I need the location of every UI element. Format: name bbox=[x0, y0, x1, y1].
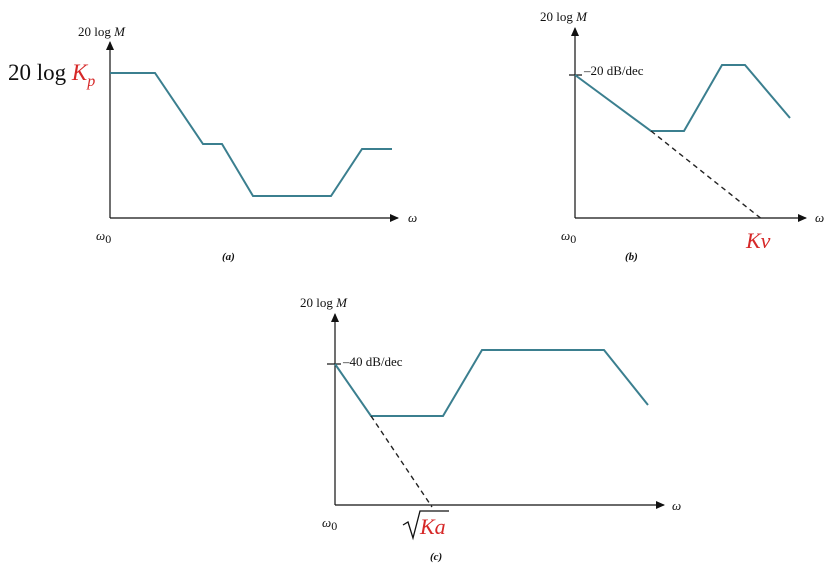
kp-level-label: 20 log Kp bbox=[8, 60, 95, 90]
y-axis-label-c: 20 log M bbox=[300, 295, 348, 310]
origin-label-a: ω0 bbox=[96, 228, 111, 246]
ka-intercept-label: Ka bbox=[402, 510, 449, 541]
asymptote-extension-c bbox=[370, 415, 433, 508]
slope-label-b: –20 dB/dec bbox=[583, 63, 644, 78]
origin-label-c: ω0 bbox=[322, 515, 337, 533]
ka-text: Ka bbox=[419, 514, 446, 539]
panel-b: 20 log M ω ω0 –20 dB/dec Kv (b) bbox=[540, 9, 824, 263]
caption-a: (a) bbox=[222, 251, 235, 263]
bode-curve-c bbox=[334, 349, 649, 417]
slope-label-c: –40 dB/dec bbox=[342, 354, 403, 369]
asymptote-extension-b bbox=[650, 130, 764, 221]
x-axis-label-b: ω bbox=[815, 210, 824, 225]
y-axis-label-b: 20 log M bbox=[540, 9, 588, 24]
panel-a: 20 log M ω ω0 20 log Kp (a) bbox=[8, 24, 417, 263]
x-axis-label-c: ω bbox=[672, 498, 681, 513]
bode-curve-b bbox=[574, 64, 791, 132]
panel-c: 20 log M ω ω0 –40 dB/dec Ka (c) bbox=[300, 295, 681, 563]
sqrt-radical-icon bbox=[402, 510, 449, 541]
x-axis-label-a: ω bbox=[408, 210, 417, 225]
y-axis-label-a: 20 log M bbox=[78, 24, 126, 39]
origin-label-b: ω0 bbox=[561, 228, 576, 246]
caption-b: (b) bbox=[625, 251, 638, 263]
bode-curve-a bbox=[110, 72, 392, 197]
caption-c: (c) bbox=[430, 551, 442, 563]
kv-intercept-label: Kv bbox=[745, 228, 771, 253]
